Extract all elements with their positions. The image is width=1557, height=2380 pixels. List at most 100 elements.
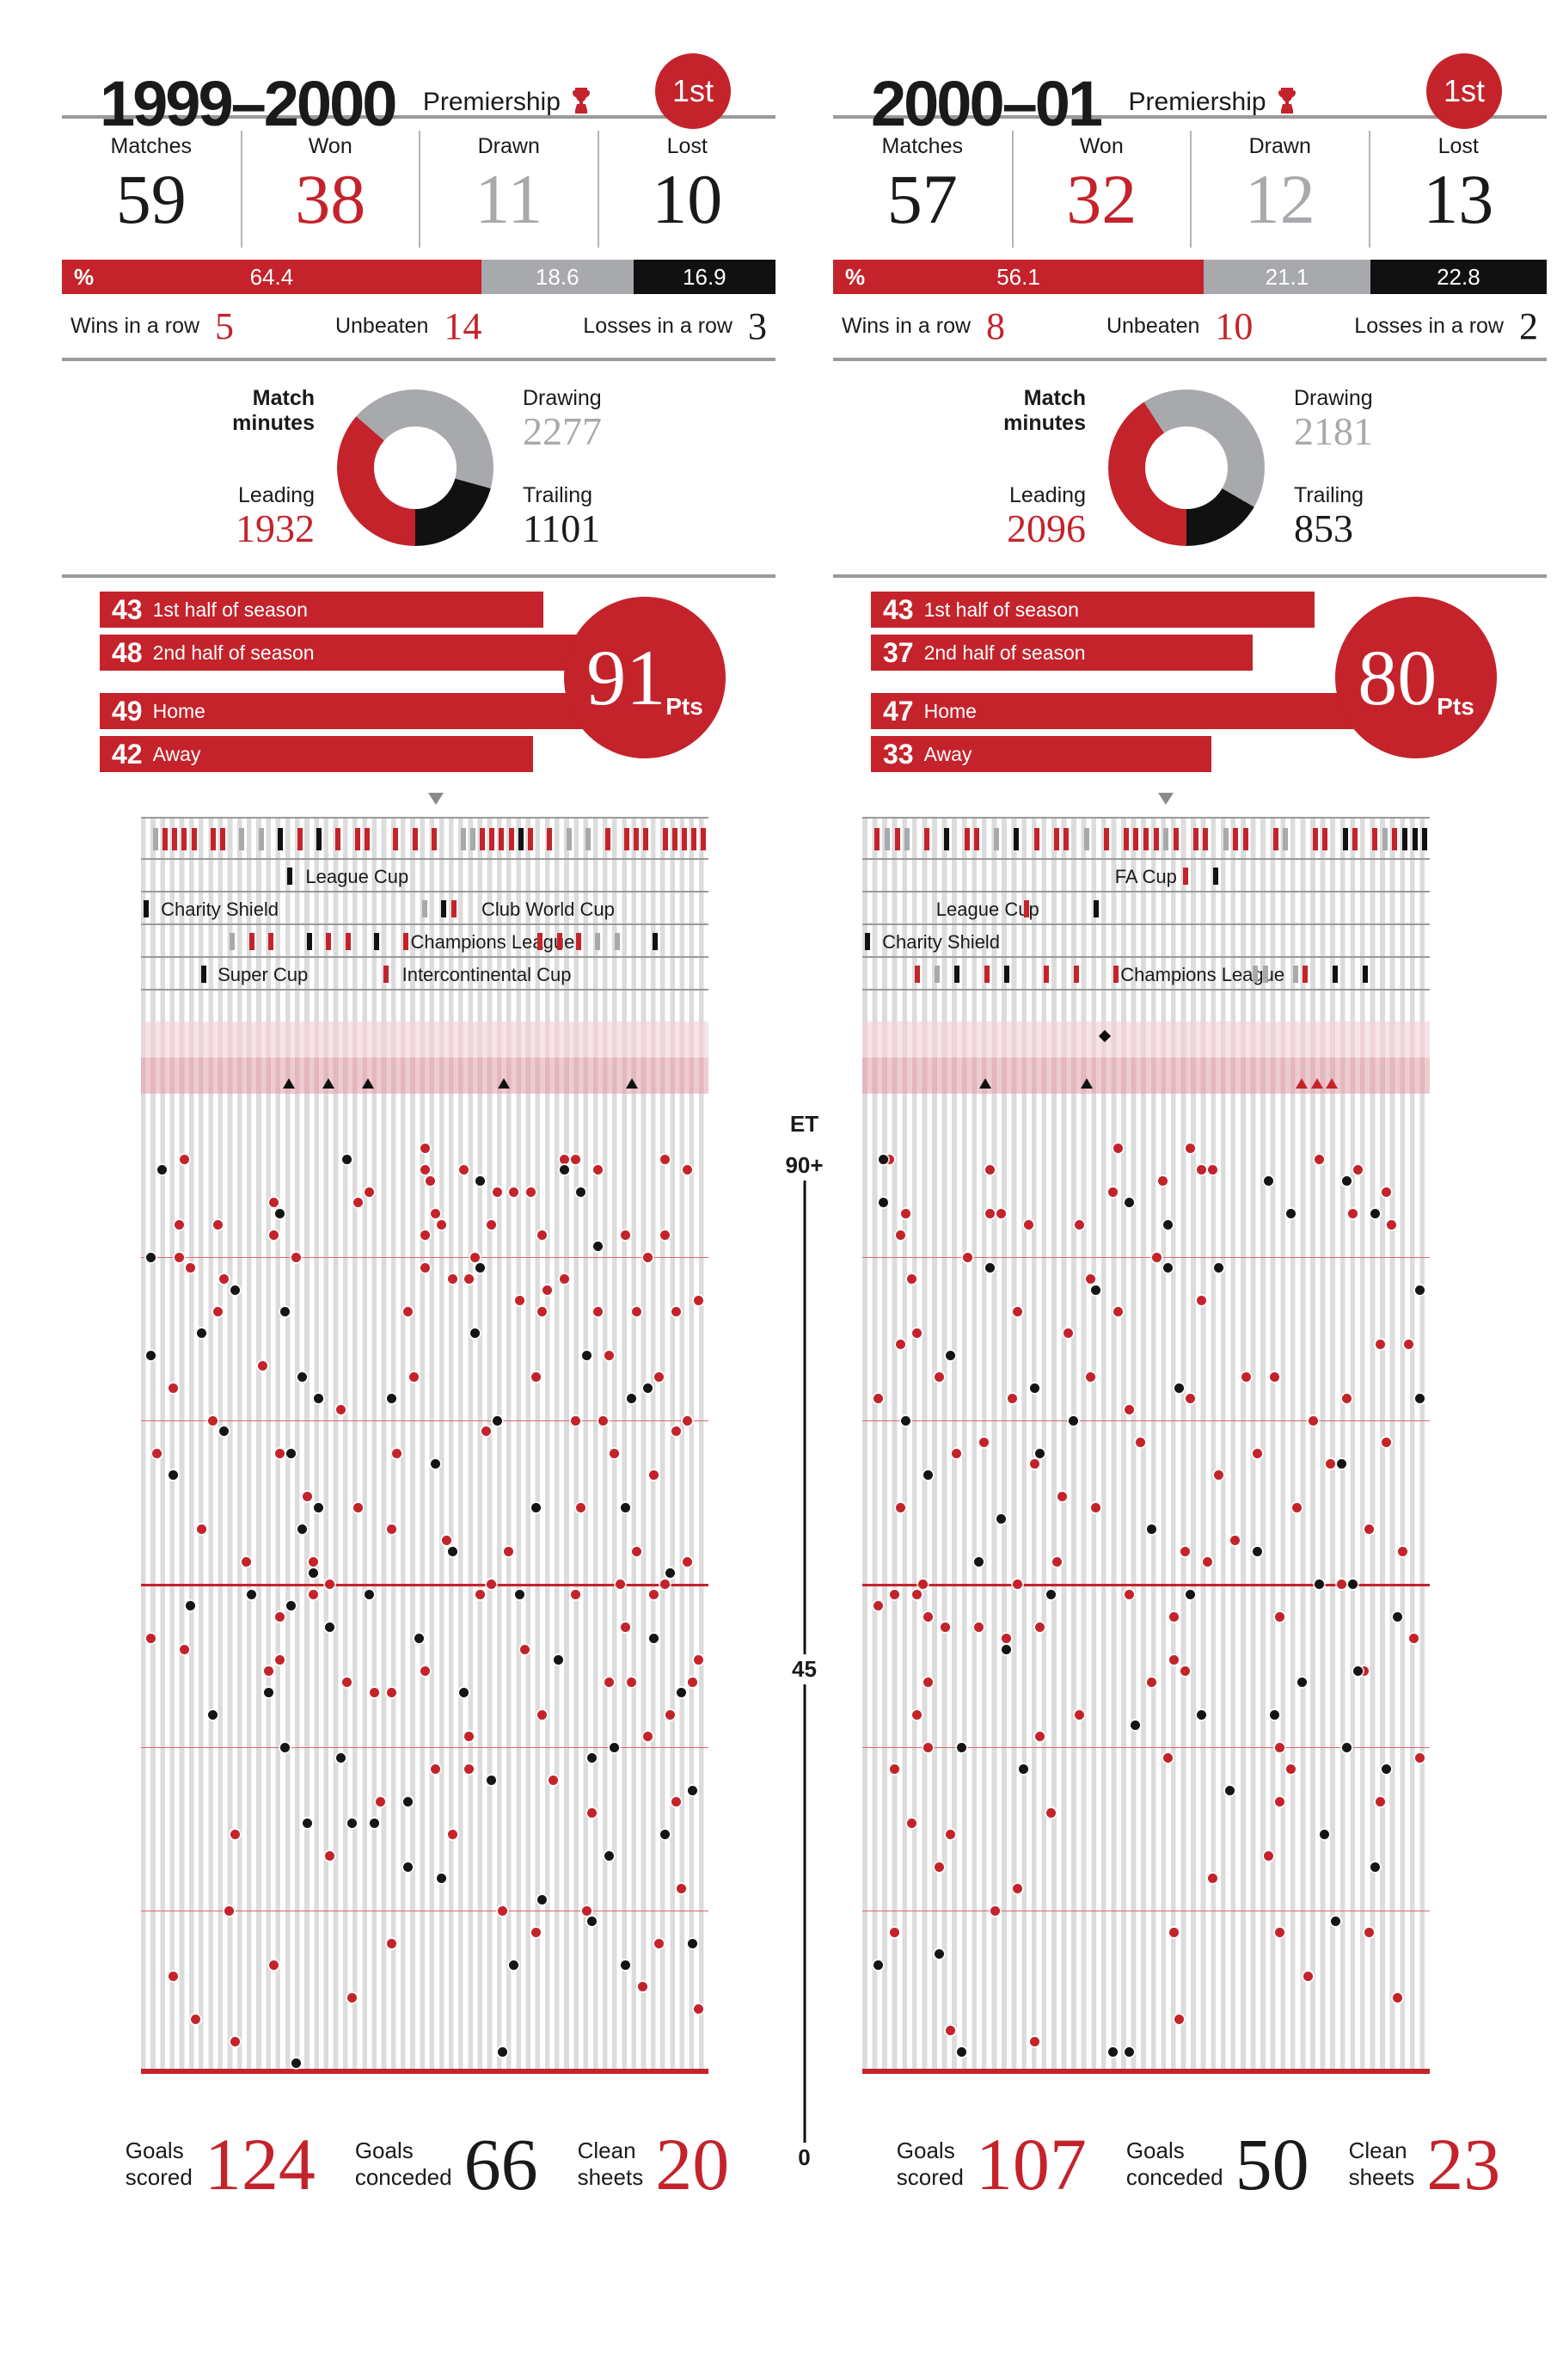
goal-scored-dot bbox=[1387, 1219, 1397, 1230]
timeline-spacer-row bbox=[862, 989, 1430, 1021]
match-result-tick bbox=[152, 828, 158, 850]
clean-sheets-label: Clean sheets bbox=[1348, 2137, 1415, 2190]
goal-scored-dot bbox=[912, 1709, 923, 1720]
goal-conceded-dot bbox=[458, 1688, 469, 1698]
goal-conceded-dot bbox=[370, 1819, 380, 1829]
clean-sheets-label: Clean sheets bbox=[577, 2137, 644, 2190]
streak-unbeaten: Unbeaten 14 bbox=[335, 304, 481, 348]
cup-result-tick bbox=[595, 933, 601, 950]
match-minutes-section: Match minutes Leading 1932 Drawing 2277 T… bbox=[62, 361, 775, 574]
goal-conceded-dot bbox=[403, 1796, 414, 1806]
goal-scored-dot bbox=[263, 1665, 273, 1676]
cup-result-tick bbox=[268, 933, 274, 950]
goal-scored-dot bbox=[682, 1557, 692, 1567]
goal-conceded-dot bbox=[873, 1960, 883, 1970]
minutes-title: Match minutes bbox=[1003, 386, 1086, 435]
win-pct-segment: % 56.1 bbox=[833, 260, 1205, 294]
goal-scored-dot bbox=[481, 1426, 491, 1437]
match-result-tick bbox=[701, 828, 707, 850]
match-result-tick bbox=[1372, 828, 1378, 850]
goal-conceded-dot bbox=[665, 1567, 676, 1578]
goal-scored-dot bbox=[587, 1807, 598, 1818]
competition-label: Super Cup bbox=[218, 964, 309, 985]
goal-scored-dot bbox=[659, 1154, 670, 1164]
goal-conceded-dot bbox=[447, 1546, 457, 1556]
competition-row: Charity Shield bbox=[862, 923, 1430, 956]
goal-scored-dot bbox=[1291, 1502, 1302, 1512]
streak-value: 10 bbox=[1215, 304, 1254, 347]
result-percentage-bar: % 56.1 21.1 22.8 bbox=[833, 260, 1547, 294]
goal-scored-dot bbox=[912, 1590, 923, 1600]
goal-scored-dot bbox=[671, 1306, 681, 1316]
streak-value: 14 bbox=[444, 304, 482, 347]
goals-scored-label: Goals scored bbox=[896, 2137, 964, 2190]
extra-time-marker bbox=[1099, 1029, 1112, 1043]
goal-scored-dot bbox=[895, 1502, 905, 1512]
goal-scored-dot bbox=[895, 1230, 905, 1241]
goal-scored-dot bbox=[425, 1175, 435, 1186]
season-midpoint-pointer bbox=[1158, 793, 1174, 805]
match-result-tick bbox=[1272, 828, 1278, 850]
goal-scored-dot bbox=[169, 1383, 179, 1393]
drawing-label: Drawing bbox=[523, 386, 602, 410]
goal-scored-dot bbox=[536, 1709, 547, 1720]
goal-scored-dot bbox=[1013, 1306, 1023, 1316]
streak-label: Wins in a row bbox=[70, 313, 200, 338]
match-result-tick bbox=[1053, 828, 1059, 850]
stoppage-time-band bbox=[862, 1058, 1430, 1094]
match-result-tick bbox=[964, 828, 970, 850]
points-bar-value: 48 bbox=[112, 636, 143, 668]
cup-result-tick bbox=[451, 900, 457, 917]
stat-matches: Matches 59 bbox=[62, 131, 241, 248]
match-result-tick bbox=[1103, 828, 1109, 850]
leading-value: 1932 bbox=[236, 506, 315, 550]
goal-scored-dot bbox=[258, 1361, 268, 1371]
stoppage-goal-marker bbox=[1295, 1078, 1308, 1089]
goal-scored-dot bbox=[274, 1448, 285, 1458]
goal-scored-dot bbox=[536, 1230, 547, 1241]
goal-conceded-dot bbox=[923, 1469, 934, 1480]
goal-scored-dot bbox=[386, 1938, 396, 1948]
goal-scored-dot bbox=[386, 1524, 396, 1535]
goal-conceded-dot bbox=[280, 1742, 291, 1752]
goal-conceded-dot bbox=[431, 1459, 441, 1469]
draw-pct-segment: 18.6 bbox=[481, 260, 634, 294]
points-bar-value: 33 bbox=[883, 738, 914, 770]
goals-conceded-label: Goals conceded bbox=[354, 2137, 452, 2190]
goal-scored-dot bbox=[1197, 1165, 1207, 1175]
goal-scored-dot bbox=[1286, 1764, 1296, 1774]
goal-scored-dot bbox=[492, 1187, 502, 1197]
goal-minute-scatter bbox=[862, 1094, 1430, 2074]
goal-scored-dot bbox=[213, 1219, 224, 1230]
goal-conceded-dot bbox=[587, 1917, 598, 1927]
goal-scored-dot bbox=[1125, 1590, 1135, 1600]
minute-gridline bbox=[141, 1257, 708, 1258]
goal-scored-dot bbox=[447, 1829, 457, 1839]
goal-conceded-dot bbox=[185, 1600, 195, 1610]
goal-conceded-dot bbox=[1414, 1394, 1425, 1404]
goal-scored-dot bbox=[1241, 1371, 1252, 1382]
goal-scored-dot bbox=[1029, 2036, 1039, 2046]
goal-scored-dot bbox=[174, 1252, 184, 1262]
goal-scored-dot bbox=[890, 1764, 900, 1774]
goal-scored-dot bbox=[671, 1796, 681, 1806]
match-result-tick bbox=[316, 828, 322, 850]
goal-scored-dot bbox=[1275, 1742, 1285, 1752]
goal-scored-dot bbox=[570, 1415, 580, 1426]
season-midpoint-pointer bbox=[428, 793, 444, 805]
goals-conceded: Goals conceded 50 bbox=[1126, 2121, 1309, 2207]
cup-result-tick bbox=[556, 933, 562, 950]
goal-minute-scatter bbox=[141, 1094, 708, 2074]
divider bbox=[62, 574, 775, 578]
goal-scored-dot bbox=[1168, 1655, 1179, 1665]
goal-conceded-dot bbox=[475, 1175, 486, 1186]
match-result-tick bbox=[1153, 828, 1159, 850]
timeline-pointer-row bbox=[833, 782, 1547, 817]
goal-scored-dot bbox=[403, 1306, 414, 1316]
match-result-tick bbox=[1392, 828, 1398, 850]
competition-row: FA Cup bbox=[862, 858, 1430, 891]
timeline-spacer-row bbox=[141, 989, 708, 1021]
goal-conceded-dot bbox=[935, 1949, 945, 1960]
goal-scored-dot bbox=[325, 1851, 335, 1862]
match-result-tick bbox=[181, 828, 187, 850]
